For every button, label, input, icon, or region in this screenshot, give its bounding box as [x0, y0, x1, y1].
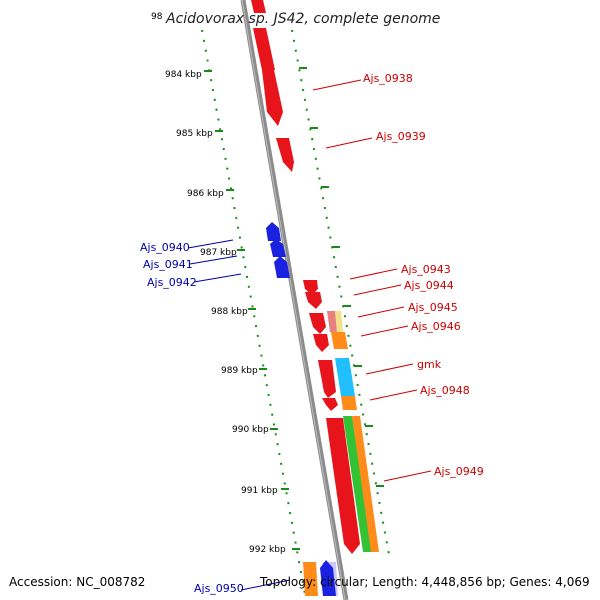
- tick-label: 985 kbp: [176, 129, 213, 139]
- tick-label: 992 kbp: [249, 545, 286, 555]
- genome-backbone: [240, 0, 349, 600]
- gene-label-Ajs_0950: Ajs_0950: [194, 582, 244, 595]
- gene-label-Ajs_0943: Ajs_0943: [401, 263, 451, 276]
- gene-arrow: [322, 398, 338, 411]
- gene-arrow: [318, 360, 336, 398]
- forward-gene-arrows: [251, 0, 360, 554]
- reverse-leader-lines: [187, 239, 291, 591]
- right-major-ticks: [299, 67, 384, 487]
- cds-bar-orange: [352, 416, 379, 552]
- gene-label-Ajs_0946: Ajs_0946: [411, 320, 461, 333]
- gene-label-Ajs_0941: Ajs_0941: [143, 258, 193, 271]
- tick-labels: 984 kbp 985 kbp 986 kbp 987 kbp 988 kbp …: [165, 70, 286, 555]
- tick-label: 991 kbp: [241, 486, 278, 496]
- gene-arrow: [274, 256, 290, 278]
- gene-arrow: [305, 292, 322, 309]
- gene-arrow: [326, 418, 360, 554]
- reverse-gene-labels: Ajs_0940 Ajs_0941 Ajs_0942 Ajs_0950: [140, 241, 244, 595]
- forward-leader-lines: [312, 79, 432, 482]
- gene-label-Ajs_0948: Ajs_0948: [420, 384, 470, 397]
- gene-label-Ajs_0944: Ajs_0944: [404, 279, 454, 292]
- forward-gene-labels: Ajs_0938 Ajs_0939 Ajs_0943 Ajs_0944 Ajs_…: [363, 72, 484, 478]
- gene-arrow: [320, 560, 336, 596]
- cds-bar-cyan: [335, 358, 355, 396]
- cds-bar-orange: [303, 562, 318, 596]
- gene-arrow: [313, 334, 329, 352]
- gene-arrow: [251, 0, 266, 13]
- cds-bar-yellow: [335, 311, 343, 332]
- gene-arrow: [253, 28, 275, 70]
- gene-arrow: [303, 280, 318, 295]
- title-prefix-fragment: 98: [151, 12, 163, 22]
- gene-label-Ajs_0940: Ajs_0940: [140, 241, 190, 254]
- tick-label: 989 kbp: [221, 366, 258, 376]
- topology-text: Topology: circular; Length: 4,448,856 bp…: [259, 575, 590, 589]
- tick-label: 988 kbp: [211, 307, 248, 317]
- tick-label: 984 kbp: [165, 70, 202, 80]
- gene-label-Ajs_0945: Ajs_0945: [408, 301, 458, 314]
- cds-bar-green: [343, 416, 372, 552]
- gene-arrow: [276, 138, 294, 172]
- accession-text: Accession: NC_008782: [9, 575, 145, 589]
- genome-backbone-highlight: [241, 0, 346, 600]
- tick-label: 990 kbp: [232, 425, 269, 435]
- gene-arrow: [309, 313, 326, 334]
- cds-bar-orange: [341, 396, 357, 410]
- reverse-gene-arrows: [266, 222, 336, 596]
- gene-label-Ajs_0949: Ajs_0949: [434, 465, 484, 478]
- gene-label-Ajs_0938: Ajs_0938: [363, 72, 413, 85]
- tick-label: 986 kbp: [187, 189, 224, 199]
- gene-arrow: [270, 239, 286, 257]
- gene-arrow: [262, 70, 283, 126]
- page-title: Acidovorax sp. JS42, complete genome: [165, 11, 440, 27]
- gene-label-gmk: gmk: [417, 358, 442, 371]
- cds-bar-orange: [331, 332, 348, 349]
- tick-label: 987 kbp: [200, 248, 237, 258]
- left-major-ticks: [204, 70, 300, 550]
- gene-label-Ajs_0939: Ajs_0939: [376, 130, 426, 143]
- cds-bar-pink: [327, 311, 337, 332]
- gene-arrow: [266, 222, 281, 241]
- gene-label-Ajs_0942: Ajs_0942: [147, 276, 197, 289]
